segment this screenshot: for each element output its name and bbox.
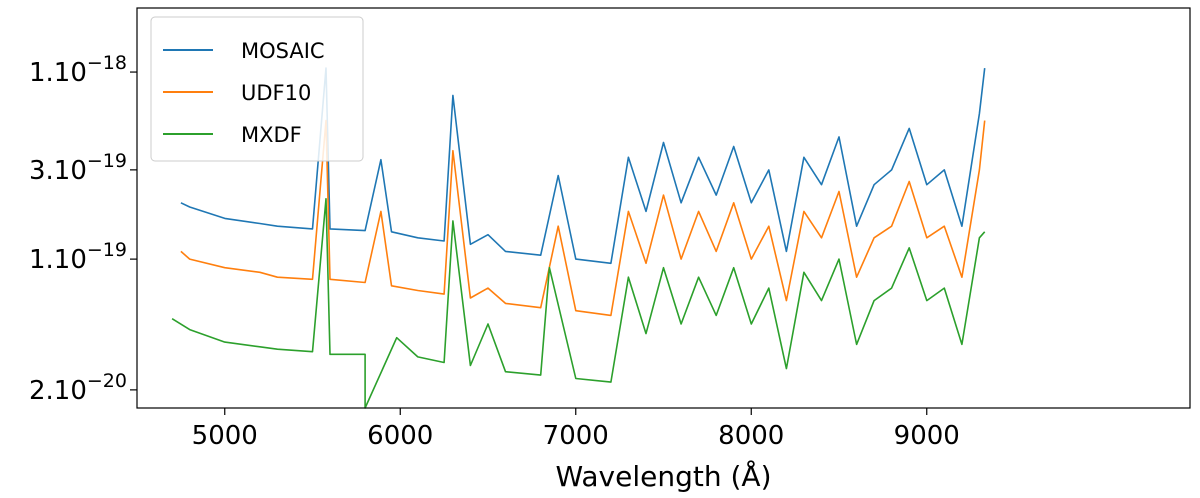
series-line-mxdf: [171, 198, 986, 409]
x-axis-label: Wavelength (Å): [555, 459, 771, 493]
plot-frame: [136, 7, 1191, 409]
y-axis: 1.10−18 3.10−19 1.10−19 2.10−20: [29, 52, 137, 406]
x-tick-label: 7000: [543, 421, 609, 451]
series-line-mosaic: [180, 67, 986, 265]
legend-label-mosaic: MOSAIC: [241, 39, 325, 63]
x-tick-label: 5000: [192, 421, 258, 451]
x-axis: 5000 6000 7000 8000 9000: [192, 408, 960, 451]
y-tick-label: 3.10−19: [29, 150, 127, 186]
legend-frame: [150, 16, 364, 162]
legend: MOSAIC UDF10 MXDF: [150, 16, 364, 162]
x-tick-label: 9000: [894, 421, 960, 451]
y-tick-label: 1.10−19: [29, 239, 127, 275]
y-tick-label: 2.10−20: [29, 370, 127, 406]
legend-label-mxdf: MXDF: [241, 123, 302, 147]
x-tick-label: 8000: [718, 421, 784, 451]
y-tick-label: 1.10−18: [29, 52, 127, 88]
series-lines: [171, 67, 986, 409]
legend-label-udf10: UDF10: [241, 81, 311, 105]
x-tick-label: 6000: [367, 421, 433, 451]
series-line-udf10: [180, 119, 986, 317]
